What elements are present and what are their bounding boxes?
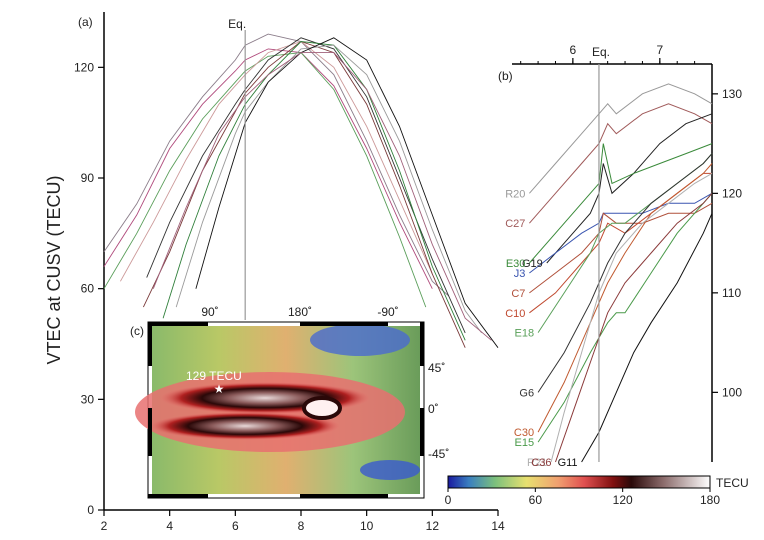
panel-b-series-line [529,192,713,274]
map-lon-neg90: -90˚ [377,305,398,319]
panel-a: (a) 0 30 60 90 120 2 4 6 8 10 12 14 VTEC at CUSV (… [44,12,505,533]
panel-b-label: (b) [498,69,513,83]
panel-a-label: (a) [78,15,93,29]
colorbar-gradient [447,475,711,489]
panel-b-series-line [529,83,713,194]
map-low-north [310,324,410,356]
panel-b-series-line [546,113,713,264]
panel-c: (c) 90˚ 180˚ -90˚ 45˚ 0˚ -45˚ 129 TECU ★ [130,305,449,499]
panel-a-y-ticks: 0 30 60 90 120 [74,60,104,517]
panel-b-y-tick-label: 120 [722,186,742,200]
panel-a-equator-label: Eq. [228,17,246,31]
panel-b-series-label: E18 [515,328,535,340]
panel-b-y-tick-label: 110 [722,286,741,300]
panel-b-series-line [529,202,713,294]
panel-a-series-line [103,52,427,308]
panel-b-series-label: E15 [515,437,535,449]
panel-a-series-line [195,37,499,348]
map-lat-neg45: -45˚ [428,447,449,461]
panel-b-series-label: R21 [527,457,547,469]
panel-b-series-label: G11 [558,457,578,469]
panel-a-series-line [103,48,433,289]
panel-b-x-tick-label: 7 [656,43,663,57]
panel-b-series-line [581,213,713,463]
panel-b-series-label: C36 [531,457,551,469]
map-peak-star: ★ [214,382,225,396]
map-hotspot [302,396,342,420]
map-frame-ticks [148,322,424,498]
panel-b-series-line [550,172,713,463]
panel-b-series-line [529,172,712,314]
panel-a-x-tick-label: 6 [232,519,239,533]
panel-a-x-tick-label: 14 [491,519,505,533]
panel-a-series-line [103,33,450,297]
panel-b-series-label: E30 [506,258,526,270]
panel-b-y-ticks: 100 110 120 130 [712,87,742,399]
panel-a-x-tick-label: 2 [101,519,108,533]
panel-c-label: (c) [130,324,144,338]
panel-a-y-tick-label: 60 [81,282,95,296]
map-lat-45: 45˚ [428,361,445,375]
panel-b-series-label: C7 [511,288,525,300]
colorbar-tick-label: 0 [445,493,452,507]
panel-a-series-line [146,37,466,334]
panel-a-series [103,33,499,348]
panel-b-y-tick-label: 130 [722,87,742,101]
panel-b-series-label: G6 [519,387,534,399]
panel-a-x-tick-label: 12 [426,519,440,533]
panel-a-x-tick-label: 4 [166,519,173,533]
panel-b-series-line [537,153,713,393]
panel-a-series-line [120,40,433,282]
colorbar-tick-label: 120 [613,493,633,507]
map-lon-180: 180˚ [288,305,312,319]
panel-a-y-tick-label: 120 [74,60,94,74]
panel-b-x-tick-label: 6 [570,43,577,57]
panel-a-series-line [175,44,482,334]
colorbar: 0 60 120 180 TECU [445,475,749,507]
panel-a-y-tick-label: 0 [87,503,94,517]
panel-a-x-ticks: 2 4 6 8 10 12 14 [101,510,505,533]
colorbar-tick-label: 60 [529,493,543,507]
panel-b-series-label: C10 [505,308,525,320]
panel-a-series-line [142,40,466,348]
panel-b-series-line [529,103,713,224]
panel-b-series-line [529,143,713,264]
panel-a-y-label: VTEC at CUSV (TECU) [44,175,64,364]
panel-b-series-label: C27 [505,218,525,230]
panel-b-series-label: J3 [514,268,526,280]
colorbar-unit: TECU [716,476,749,490]
panel-b-series-line [555,192,713,463]
map-lon-90: 90˚ [201,305,218,319]
colorbar-tick-label: 180 [700,493,720,507]
panel-b-series-line [537,192,713,443]
colorbar-ticks: 0 60 120 180 [445,488,720,507]
map-low-south [360,460,420,480]
panel-a-x-tick-label: 10 [360,519,374,533]
panel-a-y-tick-label: 30 [81,392,95,406]
panel-b-equator-label: Eq. [592,45,610,59]
map-lat-0: 0˚ [428,402,439,416]
panel-b-series-label: C30 [514,427,534,439]
panel-b-y-tick-label: 100 [722,385,742,399]
map-peak-annotation: 129 TECU [186,369,242,383]
panel-a-x-tick-label: 8 [298,519,305,533]
panel-b-series-line [537,163,713,433]
panel-b-series-label: R20 [505,188,525,200]
map-crest-south [150,412,340,440]
panel-a-series-line [162,41,466,341]
panel-b-series-label: G19 [522,258,543,270]
panel-a-series-line [152,52,492,341]
panel-a-y-tick-label: 90 [81,171,95,185]
panel-b-series [529,83,713,463]
